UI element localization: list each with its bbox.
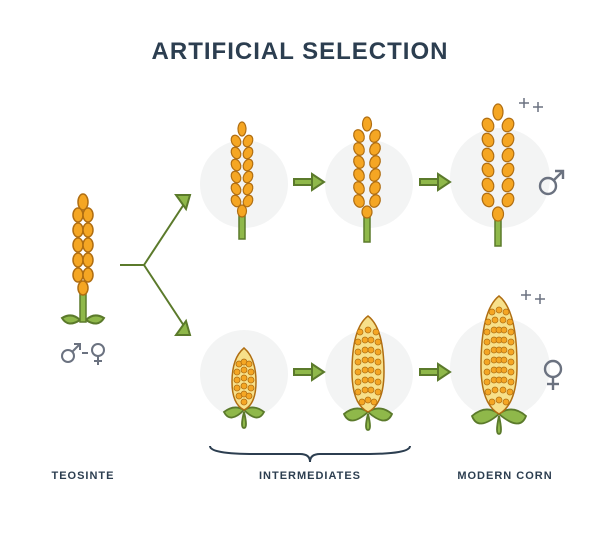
arrow-icon (292, 172, 326, 192)
wheat-stage-2 (340, 112, 394, 247)
branch-arrows (110, 165, 205, 365)
male-female-symbol (58, 340, 108, 372)
sparkle-icon (520, 288, 548, 313)
male-symbol-icon (536, 168, 566, 203)
page-title: ARTIFICIAL SELECTION (0, 38, 600, 66)
corn-stage-1 (222, 320, 266, 430)
brace-icon (205, 444, 415, 466)
intermediates-label: INTERMEDIATES (250, 470, 370, 482)
corn-stage-2 (342, 302, 394, 432)
female-symbol-icon (540, 358, 566, 397)
arrow-icon (292, 362, 326, 382)
modern-corn-label: MODERN CORN (450, 470, 560, 482)
wheat-stage-1 (218, 115, 266, 245)
teosinte-label: TEOSINTE (38, 470, 128, 482)
arrow-icon (418, 172, 452, 192)
teosinte-plant (58, 190, 108, 330)
wheat-stage-3 (466, 100, 530, 250)
sparkle-icon (518, 96, 546, 121)
arrow-icon (418, 362, 452, 382)
